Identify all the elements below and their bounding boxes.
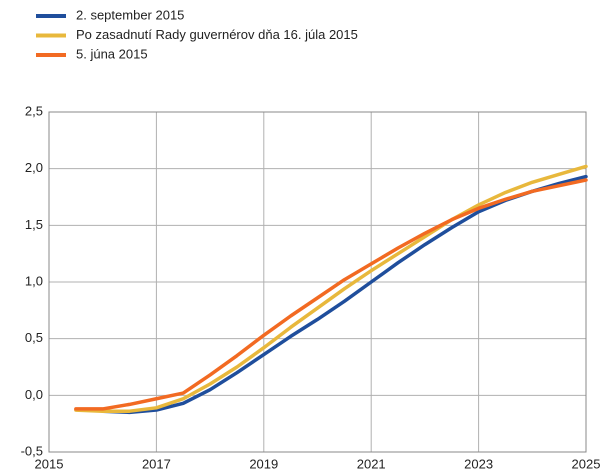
x-tick-label: 2015: [35, 456, 64, 471]
y-tick-label: 1,0: [25, 273, 43, 288]
y-tick-label: 0,0: [25, 387, 43, 402]
x-tick-label: 2019: [249, 456, 278, 471]
y-tick-label: 0,5: [25, 330, 43, 345]
y-tick-label: 2,0: [25, 160, 43, 175]
x-tick-label: 2023: [464, 456, 493, 471]
series-line: [74, 164, 588, 413]
plot-frame: [48, 111, 587, 453]
legend-label: Po zasadnutí Rady guvernérov dňa 16. júl…: [76, 27, 358, 42]
y-tick-label: -0,5: [21, 443, 43, 458]
x-tick-label: 2025: [572, 456, 601, 471]
legend-label: 2. september 2015: [76, 7, 184, 22]
series-line: [74, 178, 588, 411]
legend-label: 5. júna 2015: [76, 46, 148, 61]
y-tick-label: 1,5: [25, 217, 43, 232]
series-line: [100, 174, 588, 415]
x-tick-label: 2017: [142, 456, 171, 471]
y-tick-label: 2,5: [25, 103, 43, 118]
x-tick-label: 2021: [357, 456, 386, 471]
